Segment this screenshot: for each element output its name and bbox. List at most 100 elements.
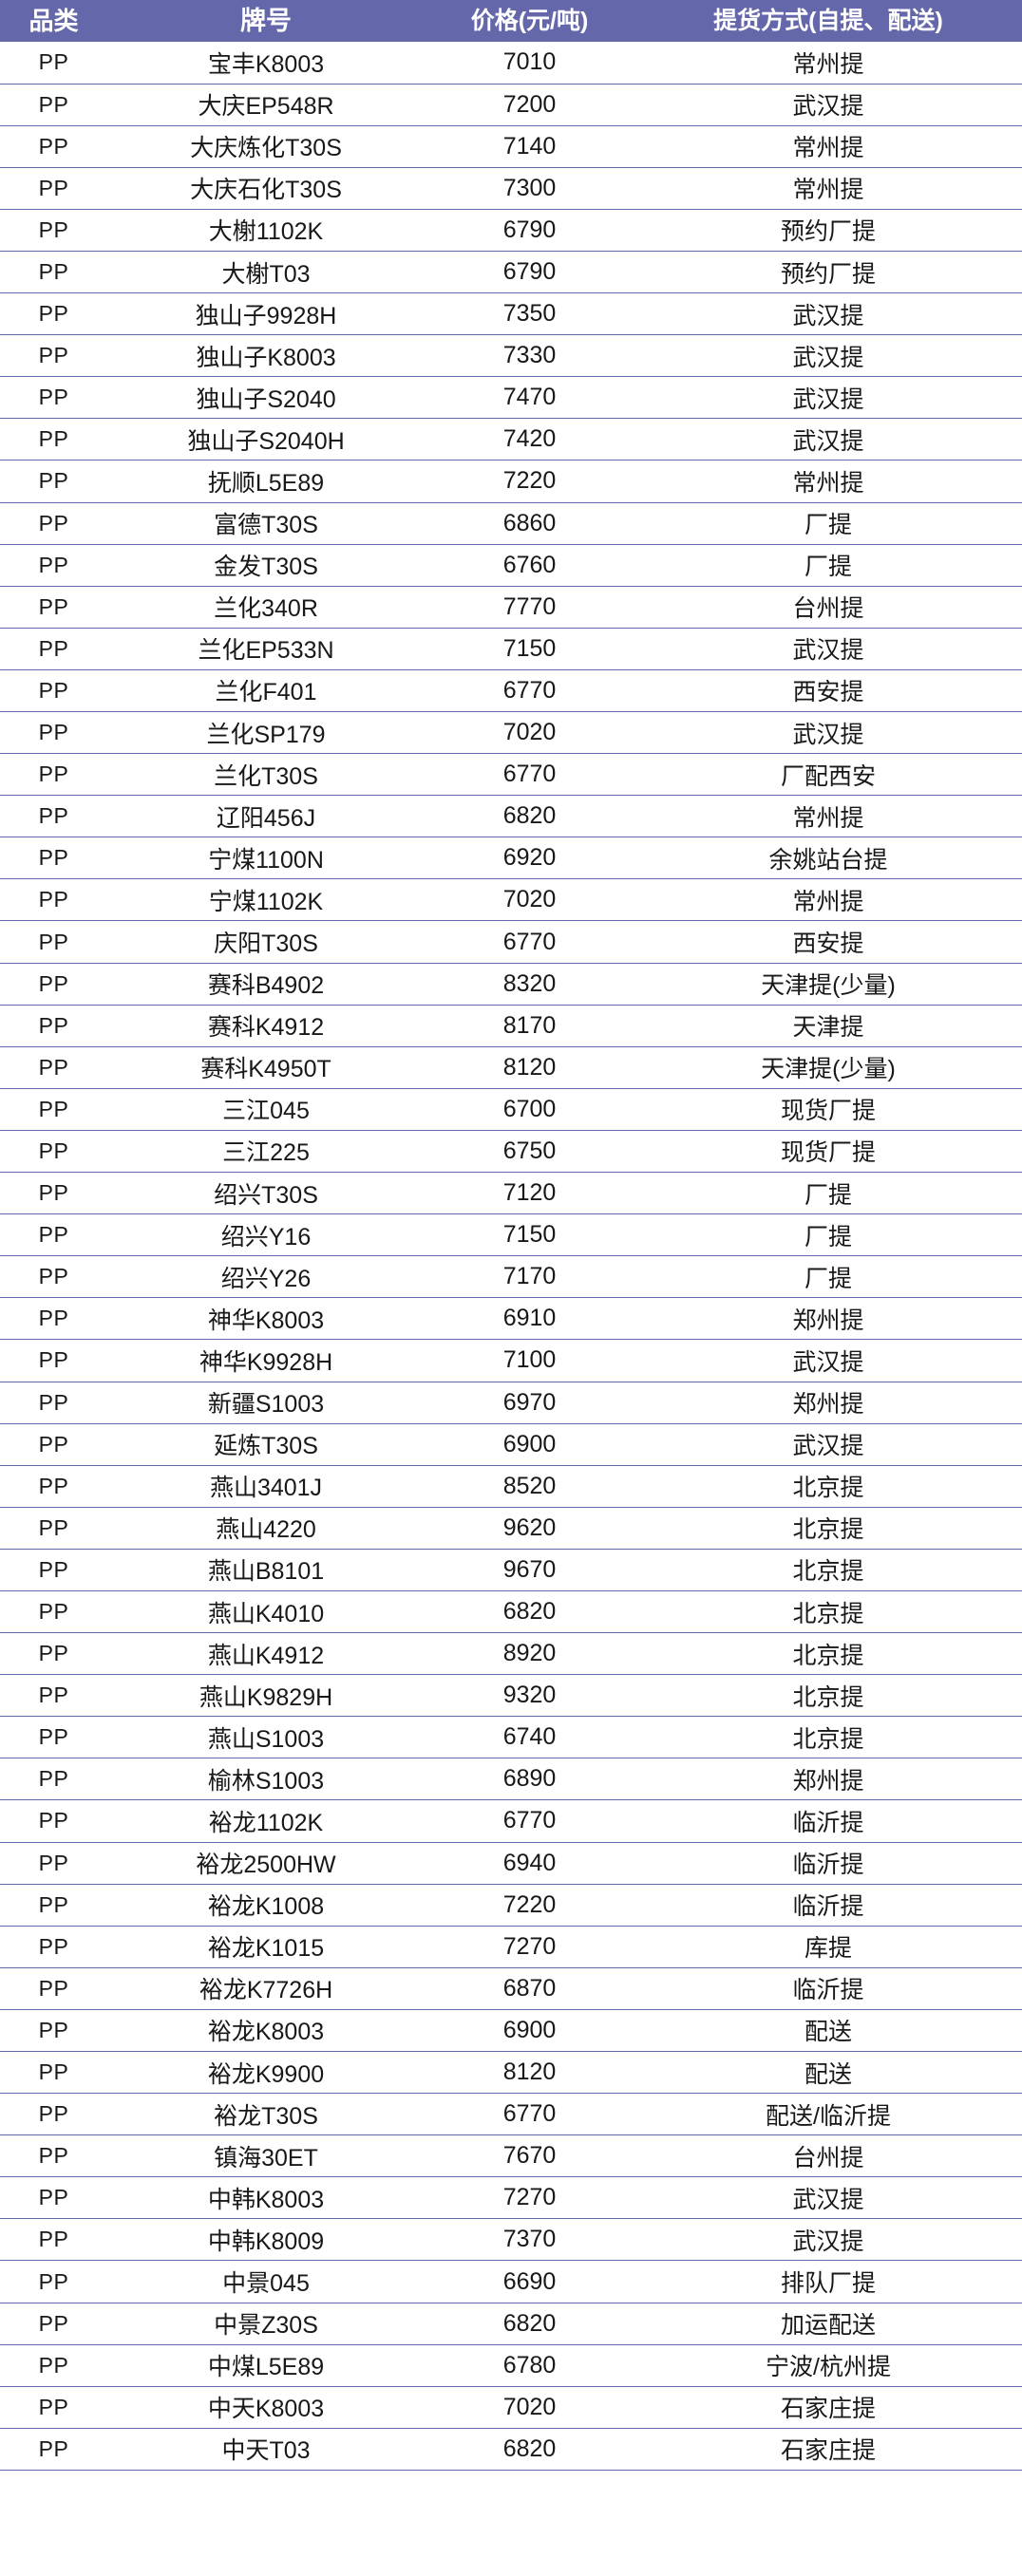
table-row: PP 中景Z30S 6820 加运配送 [0,2302,1022,2345]
cell-delivery: 武汉提 [634,710,1022,754]
cell-category: PP [0,1841,107,1885]
cell-grade: 大榭1102K [107,208,425,252]
table-row: PP 大庆EP548R 7200 武汉提 [0,83,1022,126]
cell-price: 6940 [425,1841,634,1885]
cell-delivery: 现货厂提 [634,1087,1022,1131]
cell-grade: 燕山S1003 [107,1716,425,1758]
cell-grade: 镇海30ET [107,2134,425,2177]
cell-delivery: 台州提 [634,585,1022,629]
cell-grade: 兰化F401 [107,668,425,712]
cell-delivery: 加运配送 [634,2302,1022,2345]
table-row: PP 镇海30ET 7670 台州提 [0,2134,1022,2177]
table-row: PP 绍兴T30S 7120 厂提 [0,1172,1022,1214]
cell-price: 6770 [425,920,634,964]
table-row: PP 抚顺L5E89 7220 常州提 [0,460,1022,503]
cell-price: 6690 [425,2260,634,2303]
cell-category: PP [0,627,107,670]
cell-category: PP [0,1883,107,1927]
column-header-grade: 牌号 [107,0,425,42]
cell-category: PP [0,250,107,293]
table-row: PP 三江225 6750 现货厂提 [0,1129,1022,1173]
cell-category: PP [0,124,107,168]
cell-category: PP [0,2427,107,2471]
cell-price: 6900 [425,1422,634,1466]
cell-grade: 裕龙2500HW [107,1841,425,1885]
cell-category: PP [0,501,107,545]
table-row: PP 三江045 6700 现货厂提 [0,1087,1022,1131]
cell-grade: 中景Z30S [107,2302,425,2345]
cell-grade: 赛科B4902 [107,962,425,1006]
cell-delivery: 武汉提 [634,418,1022,461]
cell-delivery: 临沂提 [634,1841,1022,1885]
cell-category: PP [0,2134,107,2177]
cell-delivery: 配送 [634,2050,1022,2094]
cell-price: 7140 [425,124,634,168]
cell-category: PP [0,920,107,964]
cell-grade: 兰化340R [107,585,425,629]
cell-delivery: 常州提 [634,460,1022,503]
table-row: PP 宁煤1100N 6920 余姚站台提 [0,837,1022,879]
cell-category: PP [0,166,107,210]
cell-price: 8520 [425,1464,634,1508]
table-body: PP 宝丰K8003 7010 常州提 PP 大庆EP548R 7200 武汉提 PP 大庆炼化T… [0,42,1022,2471]
header-row: 品类 牌号 价格(元/吨) 提货方式(自提、配送) [0,0,1022,42]
table-row: PP 裕龙1102K 6770 临沂提 [0,1799,1022,1843]
cell-grade: 新疆S1003 [107,1381,425,1424]
table-row: PP 裕龙K8003 6900 配送 [0,2008,1022,2052]
cell-category: PP [0,1632,107,1675]
table-row: PP 榆林S1003 6890 郑州提 [0,1758,1022,1800]
cell-price: 8920 [425,1632,634,1675]
cell-category: PP [0,1925,107,1968]
cell-grade: 中韩K8003 [107,2176,425,2219]
cell-grade: 独山子S2040H [107,418,425,461]
cell-category: PP [0,668,107,712]
table-row: PP 裕龙2500HW 6940 临沂提 [0,1841,1022,1885]
cell-delivery: 厂提 [634,1255,1022,1298]
cell-price: 6760 [425,543,634,587]
cell-price: 6770 [425,1799,634,1843]
cell-grade: 大庆EP548R [107,83,425,126]
cell-delivery: 武汉提 [634,2176,1022,2219]
cell-grade: 燕山4220 [107,1506,425,1550]
column-header-category: 品类 [0,0,107,42]
table-row: PP 裕龙K7726H 6870 临沂提 [0,1966,1022,2010]
cell-price: 6790 [425,250,634,293]
cell-grade: 金发T30S [107,543,425,587]
cell-category: PP [0,2050,107,2094]
cell-grade: 裕龙K9900 [107,2050,425,2094]
cell-grade: 赛科K4912 [107,1004,425,1047]
cell-category: PP [0,42,107,85]
table-row: PP 独山子S2040 7470 武汉提 [0,376,1022,419]
cell-category: PP [0,710,107,754]
cell-grade: 裕龙K7726H [107,1966,425,2010]
cell-price: 8120 [425,1045,634,1089]
table-row: PP 中韩K8009 7370 武汉提 [0,2218,1022,2261]
cell-price: 6740 [425,1716,634,1758]
table-row: PP 新疆S1003 6970 郑州提 [0,1381,1022,1424]
table-row: PP 兰化T30S 6770 厂配西安 [0,753,1022,796]
table-row: PP 燕山B8101 9670 北京提 [0,1548,1022,1591]
cell-delivery: 武汉提 [634,2218,1022,2261]
cell-grade: 神华K9928H [107,1339,425,1382]
cell-delivery: 武汉提 [634,292,1022,335]
cell-category: PP [0,2343,107,2387]
cell-delivery: 武汉提 [634,1422,1022,1466]
table-row: PP 金发T30S 6760 厂提 [0,543,1022,587]
cell-price: 7220 [425,460,634,503]
cell-category: PP [0,418,107,461]
cell-grade: 大庆石化T30S [107,166,425,210]
cell-category: PP [0,1674,107,1717]
cell-price: 7120 [425,1172,634,1214]
cell-delivery: 临沂提 [634,1799,1022,1843]
table-row: PP 宝丰K8003 7010 常州提 [0,42,1022,85]
cell-category: PP [0,795,107,837]
table-row: PP 绍兴Y26 7170 厂提 [0,1255,1022,1298]
cell-grade: 富德T30S [107,501,425,545]
cell-price: 6820 [425,1589,634,1633]
cell-delivery: 临沂提 [634,1883,1022,1927]
column-header-price: 价格(元/吨) [425,0,634,42]
cell-grade: 燕山K4912 [107,1632,425,1675]
table-row: PP 独山子9928H 7350 武汉提 [0,292,1022,335]
cell-delivery: 常州提 [634,124,1022,168]
cell-price: 7420 [425,418,634,461]
